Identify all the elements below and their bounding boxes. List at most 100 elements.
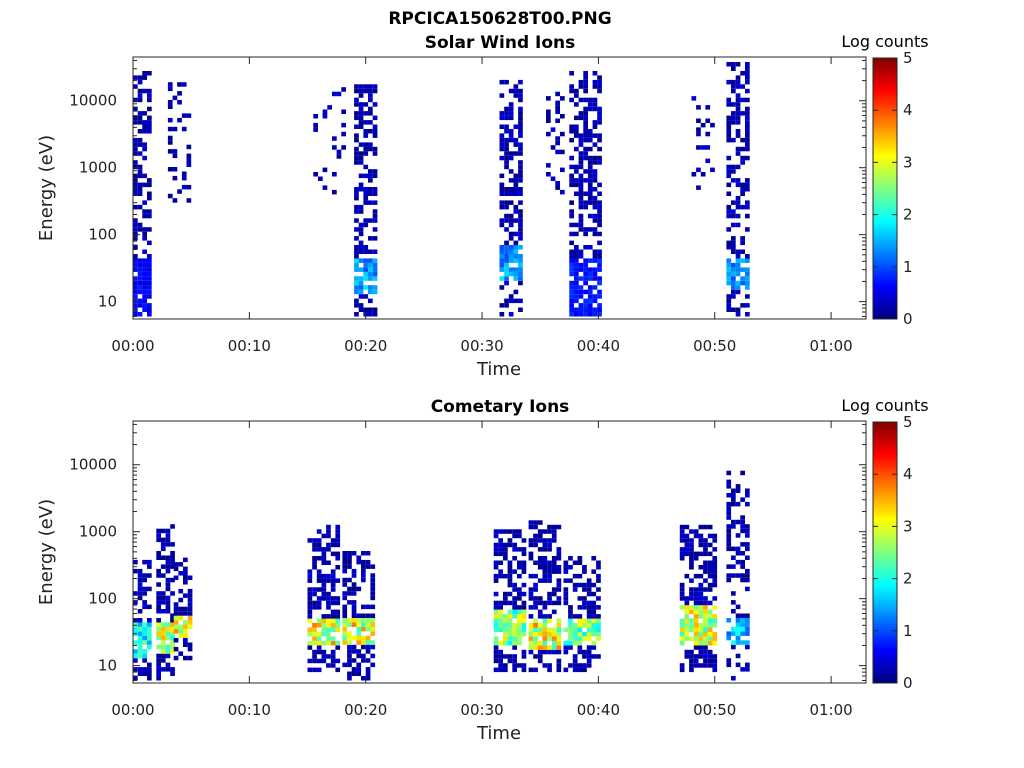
heatmap-cell <box>731 307 736 312</box>
heatmap-cell <box>745 142 750 147</box>
heatmap-cell <box>698 573 704 579</box>
heatmap-cell <box>731 267 736 272</box>
heatmap-cell <box>356 555 362 560</box>
heatmap-cell <box>347 622 352 627</box>
heatmap-cell <box>726 209 732 214</box>
heatmap-cell <box>533 623 538 628</box>
heatmap-cell <box>347 559 352 565</box>
heatmap-cell <box>133 568 138 574</box>
heatmap-cell <box>731 573 736 578</box>
heatmap-cell <box>330 569 336 574</box>
heatmap-cell <box>493 667 499 673</box>
heatmap-cell <box>351 609 357 614</box>
heatmap-cell <box>170 635 175 641</box>
y-axis-label: Energy (eV) <box>36 135 57 241</box>
heatmap-cell <box>735 200 741 205</box>
heatmap-cell <box>705 131 711 137</box>
heatmap-cell <box>160 667 166 672</box>
heatmap-cell <box>165 586 171 592</box>
heatmap-cell <box>351 644 357 650</box>
heatmap-cell <box>547 538 552 543</box>
heatmap-cell <box>187 642 193 647</box>
heatmap-cell <box>172 198 178 203</box>
heatmap-cell <box>689 623 694 628</box>
heatmap-cell <box>587 160 593 165</box>
heatmap-cell <box>499 137 505 143</box>
heatmap-cell <box>330 596 336 601</box>
heatmap-cell <box>707 623 713 628</box>
heatmap-cell <box>703 596 708 601</box>
heatmap-cell <box>572 631 578 637</box>
heatmap-cell <box>578 137 584 143</box>
heatmap-cell <box>147 573 152 578</box>
heatmap-cell <box>745 586 750 592</box>
heatmap-cell <box>707 533 713 539</box>
heatmap-cell <box>512 645 517 650</box>
heatmap-cell <box>735 635 741 641</box>
heatmap-cell <box>542 631 548 637</box>
heatmap-cell <box>160 631 166 636</box>
heatmap-cell <box>693 573 699 579</box>
heatmap-cell <box>172 167 178 172</box>
heatmap-cell <box>170 667 175 672</box>
heatmap-cell <box>358 115 364 121</box>
heatmap-cell <box>183 620 188 625</box>
heatmap-cell <box>578 151 584 156</box>
heatmap-cell <box>358 249 364 254</box>
heatmap-cell <box>358 222 364 228</box>
heatmap-cell <box>499 146 505 152</box>
heatmap-cell <box>569 307 574 312</box>
heatmap-cell <box>493 658 499 664</box>
heatmap-cell <box>156 644 161 650</box>
heatmap-cell <box>745 533 750 538</box>
heatmap-cell <box>726 515 732 520</box>
heatmap-cell <box>508 191 514 196</box>
heatmap-cell <box>142 294 147 299</box>
heatmap-cell <box>363 249 369 254</box>
heatmap-cell <box>547 627 552 632</box>
heatmap-cell <box>142 573 147 578</box>
heatmap-cell <box>372 276 378 281</box>
heatmap-cell <box>177 91 182 96</box>
heatmap-cell <box>499 142 505 147</box>
heatmap-cell <box>358 285 364 290</box>
heatmap-cell <box>731 88 736 94</box>
heatmap-cell <box>137 609 143 614</box>
heatmap-cell <box>133 676 138 681</box>
heatmap-cell <box>735 662 741 668</box>
heatmap-cell <box>370 613 376 618</box>
heatmap-cell <box>703 649 708 655</box>
heatmap-cell <box>361 573 366 578</box>
heatmap-cell <box>551 587 557 592</box>
heatmap-cell <box>537 529 543 534</box>
heatmap-cell <box>587 285 593 290</box>
heatmap-cell <box>368 191 373 196</box>
heatmap-cell <box>147 120 152 125</box>
heatmap-cell <box>591 605 597 610</box>
heatmap-cell <box>726 564 732 569</box>
heatmap-cell <box>586 636 592 641</box>
heatmap-cell <box>518 307 523 312</box>
heatmap-cell <box>726 658 732 663</box>
heatmap-cell <box>160 609 166 614</box>
heatmap-cell <box>735 258 741 263</box>
heatmap-cell <box>165 542 171 547</box>
heatmap-cell <box>592 231 598 237</box>
heatmap-cell <box>133 160 138 165</box>
heatmap-cell <box>745 542 750 547</box>
heatmap-cell <box>142 285 147 290</box>
heatmap-cell <box>698 636 704 641</box>
heatmap-cell <box>745 662 750 668</box>
heatmap-cell <box>336 91 342 97</box>
heatmap-cell <box>173 638 179 643</box>
heatmap-cell <box>493 533 499 539</box>
heatmap-cell <box>512 654 517 659</box>
heatmap-cell <box>726 79 732 85</box>
colorbar-tick-label: 3 <box>903 517 913 535</box>
heatmap-cell <box>546 172 551 177</box>
heatmap-cell <box>342 640 348 645</box>
heatmap-cell <box>156 631 161 636</box>
heatmap-cell <box>156 609 161 614</box>
heatmap-cell <box>142 658 147 663</box>
heatmap-cell <box>587 200 593 205</box>
